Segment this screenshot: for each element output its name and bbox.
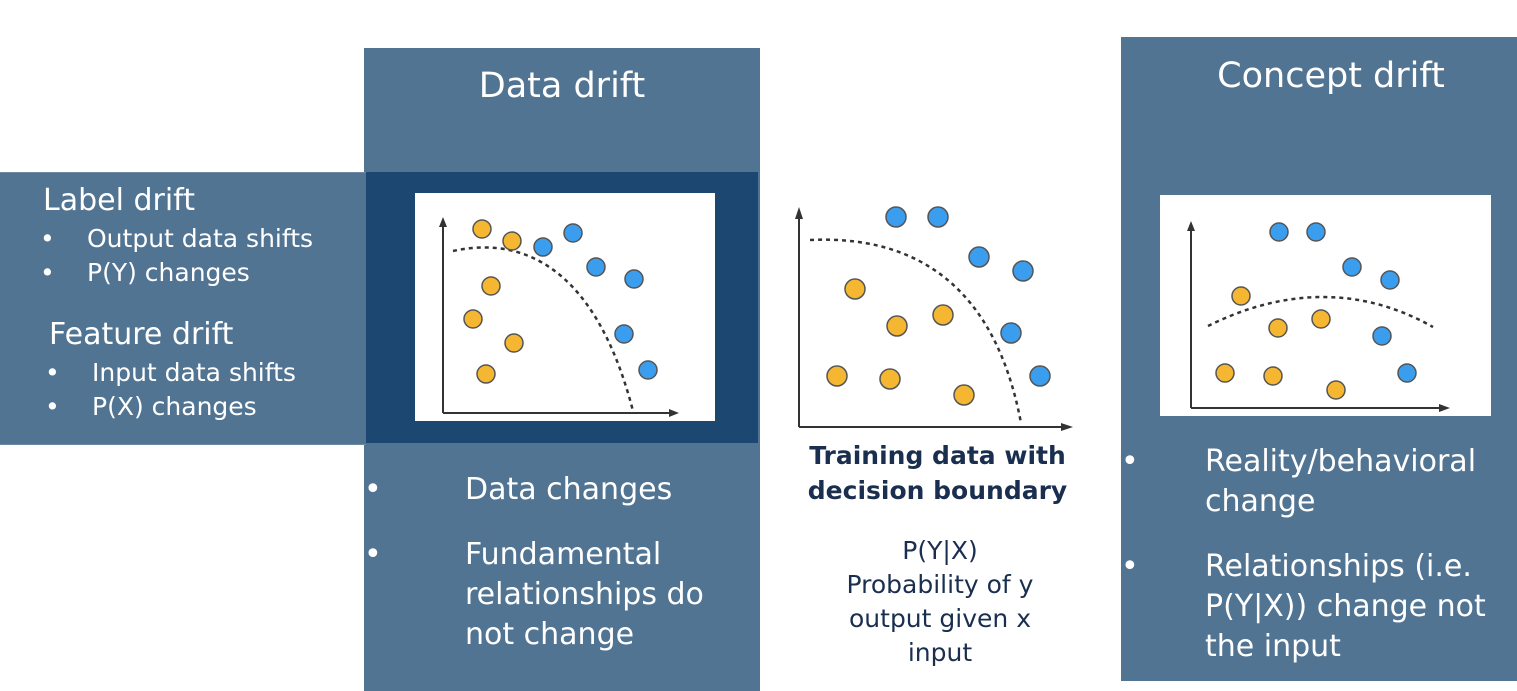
orange-point xyxy=(481,276,501,296)
orange-point xyxy=(463,309,483,329)
blue-point xyxy=(533,237,553,257)
blue-point xyxy=(586,257,606,277)
orange-point xyxy=(886,315,908,337)
blue-point xyxy=(968,246,990,268)
orange-point xyxy=(1215,363,1235,383)
training-caption: P(Y|X) Probability of y output given x i… xyxy=(790,534,1090,670)
training-caption-bold: Training data with decision boundary xyxy=(807,441,1068,505)
blue-point xyxy=(614,324,634,344)
blue-point xyxy=(624,269,644,289)
orange-point xyxy=(472,219,492,239)
blue-point xyxy=(1029,365,1051,387)
feature-drift-list: • Input data shifts • P(X) changes xyxy=(45,356,296,424)
caption-line: P(Y|X) xyxy=(902,536,978,565)
blue-point xyxy=(885,206,907,228)
orange-point xyxy=(476,364,496,384)
blue-point xyxy=(1380,270,1400,290)
caption-line: input xyxy=(907,638,973,667)
label-drift-list: • Output data shifts • P(Y) changes xyxy=(40,222,313,290)
list-item: • P(X) changes xyxy=(45,392,257,421)
concept-drift-list: • Reality/behavioral change • Relationship… xyxy=(1121,442,1517,667)
orange-point xyxy=(502,231,522,251)
concept-drift-plot xyxy=(1160,195,1491,416)
list-item: • P(Y) changes xyxy=(40,258,250,287)
orange-point xyxy=(932,304,954,326)
blue-point xyxy=(1397,363,1417,383)
list-item: • Data changes xyxy=(364,472,673,507)
training-plot-svg xyxy=(795,206,1073,431)
list-item: • Reality/behavioral change xyxy=(1121,444,1477,519)
blue-point xyxy=(1000,322,1022,344)
data-drift-plot xyxy=(415,193,715,421)
caption-line: output given x xyxy=(849,604,1031,633)
orange-point xyxy=(1263,366,1283,386)
orange-point xyxy=(844,278,866,300)
orange-point xyxy=(953,384,975,406)
blue-point xyxy=(1306,222,1326,242)
training-plot xyxy=(785,195,1085,435)
label-drift-heading: Label drift xyxy=(43,183,195,218)
list-item: • Output data shifts xyxy=(40,224,314,253)
orange-point xyxy=(1268,318,1288,338)
orange-point xyxy=(879,368,901,390)
orange-point xyxy=(1311,309,1331,329)
caption-line: Probability of y xyxy=(846,570,1034,599)
blue-point xyxy=(927,206,949,228)
drift-types-panel xyxy=(0,172,366,445)
blue-point xyxy=(563,223,583,243)
blue-point xyxy=(1372,326,1392,346)
data-drift-list: • Data changes • Fundamental relationships… xyxy=(364,470,760,655)
concept-drift-plot-svg xyxy=(1187,221,1450,412)
list-item: • Fundamental relationships do not change xyxy=(364,537,704,652)
feature-drift-heading: Feature drift xyxy=(49,317,234,352)
orange-point xyxy=(1326,380,1346,400)
data-drift-plot-svg xyxy=(439,217,679,417)
orange-point xyxy=(504,333,524,353)
orange-point xyxy=(826,365,848,387)
blue-point xyxy=(1269,222,1289,242)
blue-point xyxy=(1012,260,1034,282)
list-item: • Input data shifts xyxy=(45,358,296,387)
blue-point xyxy=(1342,257,1362,277)
orange-point xyxy=(1231,286,1251,306)
list-item: • Relationships (i.e. P(Y|X)) change not … xyxy=(1121,549,1486,664)
concept-drift-title: Concept drift xyxy=(1217,56,1445,96)
data-drift-title: Data drift xyxy=(478,66,646,106)
blue-point xyxy=(638,360,658,380)
